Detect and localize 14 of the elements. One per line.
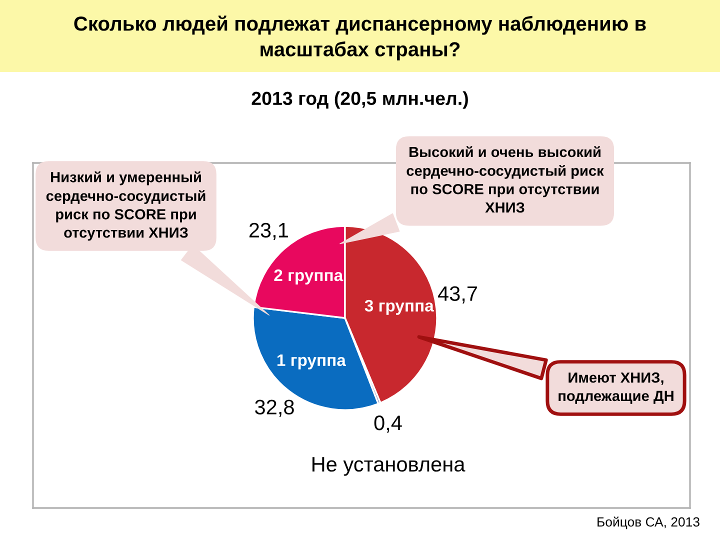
slice-label: 2 группа xyxy=(274,269,344,284)
chart-subtitle: 2013 год (20,5 млн.чел.) xyxy=(252,91,468,109)
text: Бойцов СА, 2013 xyxy=(598,516,700,530)
text: Низкий и умеренный сердечно-сосудистый риск по SCORE при отсутствии ХНИЗ xyxy=(46,171,206,241)
text: Имеют ХНИЗ, подлежащие ДН xyxy=(558,372,674,404)
slice-label: Не установлена xyxy=(312,457,466,476)
data-label: 23,1 xyxy=(249,222,288,240)
data-label: 43,7 xyxy=(438,286,477,304)
text: Высокий и очень высокий сердечно-сосудистый риск по SCORE при отсутствии ХНИЗ xyxy=(406,146,604,213)
chart-title: Сколько людей подлежат диспансерному наблюдению в масштабах страны? xyxy=(74,16,646,60)
data-label: 32,8 xyxy=(255,400,294,417)
slice-label: 1 группа xyxy=(277,354,346,370)
data-label: 0,4 xyxy=(374,415,402,433)
slice-label: 3 группа xyxy=(364,300,434,315)
